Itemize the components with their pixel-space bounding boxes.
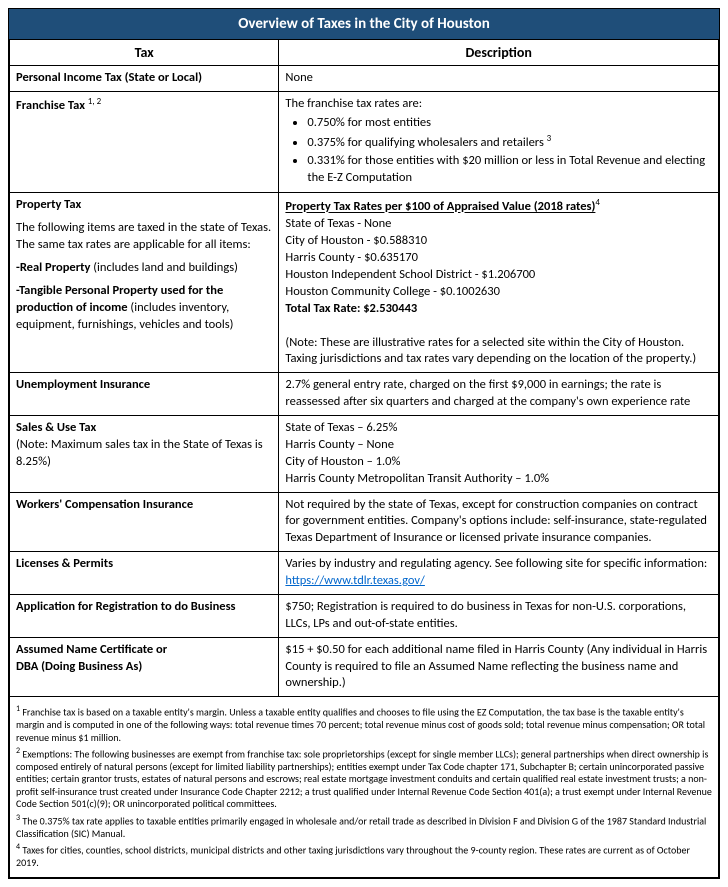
sales-desc: State of Texas – 6.25% Harris County – N…: [279, 416, 719, 493]
header-desc: Description: [279, 40, 719, 66]
tax-table: Tax Description Personal Income Tax (Sta…: [9, 39, 719, 878]
unemployment-tax-label: Unemployment Insurance: [10, 373, 279, 416]
franchise-bullet-3: 0.331% for those entities with $20 milli…: [307, 153, 712, 187]
licenses-tax-label: Licenses & Permits: [10, 552, 279, 595]
franchise-desc: The franchise tax rates are: 0.750% for …: [279, 91, 719, 193]
income-tax-label: Personal Income Tax (State or Local): [10, 66, 279, 92]
workers-tax-label: Workers' Compensation Insurance: [10, 492, 279, 552]
row-workers: Workers' Compensation Insurance Not requ…: [10, 492, 719, 552]
table-title: Overview of Taxes in the City of Houston: [9, 9, 719, 39]
row-licenses: Licenses & Permits Varies by industry an…: [10, 552, 719, 595]
header-tax: Tax: [10, 40, 279, 66]
franchise-bullets: 0.750% for most entities 0.375% for qual…: [307, 115, 712, 187]
licenses-desc: Varies by industry and regulating agency…: [279, 552, 719, 595]
sales-tax-label: Sales & Use Tax (Note: Maximum sales tax…: [10, 416, 279, 493]
tdlr-link[interactable]: https://www.tdlr.texas.gov/: [285, 573, 424, 588]
tax-table-container: Overview of Taxes in the City of Houston…: [8, 8, 720, 879]
registration-tax-label: Application for Registration to do Busin…: [10, 594, 279, 637]
row-income: Personal Income Tax (State or Local) Non…: [10, 66, 719, 92]
franchise-bullet-1: 0.750% for most entities: [307, 115, 712, 132]
footnote-2: 2 Exemptions: The following businesses a…: [16, 746, 712, 811]
franchise-tax-label: Franchise Tax 1, 2: [10, 91, 279, 193]
footnotes-cell: 1 Franchise tax is based on a taxable en…: [10, 697, 719, 877]
footnote-4: 4 Taxes for cities, counties, school dis…: [16, 842, 712, 869]
row-sales: Sales & Use Tax (Note: Maximum sales tax…: [10, 416, 719, 493]
row-dba: Assumed Name Certificate or DBA (Doing B…: [10, 637, 719, 697]
unemployment-desc: 2.7% general entry rate, charged on the …: [279, 373, 719, 416]
workers-desc: Not required by the state of Texas, exce…: [279, 492, 719, 552]
footnote-3: 3 The 0.375% tax rate applies to taxable…: [16, 813, 712, 840]
property-tax-label: Property Tax The following items are tax…: [10, 193, 279, 373]
header-row: Tax Description: [10, 40, 719, 66]
dba-desc: $15 + $0.50 for each additional name fil…: [279, 637, 719, 697]
income-desc: None: [279, 66, 719, 92]
row-footnotes: 1 Franchise tax is based on a taxable en…: [10, 697, 719, 877]
property-desc: Property Tax Rates per $100 of Appraised…: [279, 193, 719, 373]
dba-tax-label: Assumed Name Certificate or DBA (Doing B…: [10, 637, 279, 697]
row-franchise: Franchise Tax 1, 2 The franchise tax rat…: [10, 91, 719, 193]
registration-desc: $750; Registration is required to do bus…: [279, 594, 719, 637]
row-registration: Application for Registration to do Busin…: [10, 594, 719, 637]
row-property: Property Tax The following items are tax…: [10, 193, 719, 373]
franchise-bullet-2: 0.375% for qualifying wholesalers and re…: [307, 133, 712, 152]
footnote-1: 1 Franchise tax is based on a taxable en…: [16, 704, 712, 744]
row-unemployment: Unemployment Insurance 2.7% general entr…: [10, 373, 719, 416]
